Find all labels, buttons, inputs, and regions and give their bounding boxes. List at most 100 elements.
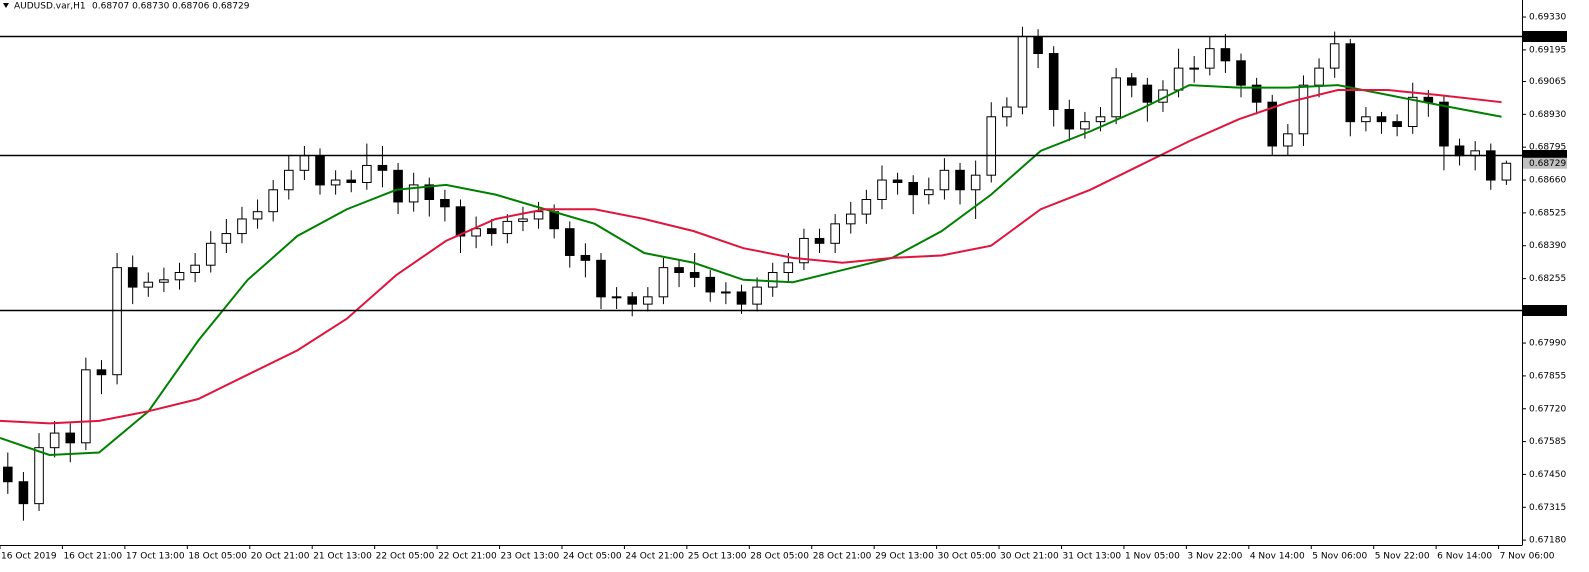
- candle-body: [159, 279, 169, 283]
- moving-average: [0, 89, 1502, 425]
- y-tick-label: 0.68525: [1529, 208, 1566, 218]
- candle-body: [1251, 84, 1262, 103]
- y-tick-label: 0.67990: [1529, 339, 1566, 349]
- candle-body: [518, 218, 528, 222]
- x-tick-label: 30 Oct 05:00: [938, 552, 997, 562]
- candle-body: [377, 164, 388, 171]
- x-tick-label: 23 Oct 13:00: [501, 552, 560, 562]
- x-tick-label: 30 Oct 21:00: [1000, 552, 1059, 562]
- candle-body: [502, 220, 513, 235]
- candle-body: [252, 211, 263, 220]
- x-tick-label: 17 Oct 13:00: [126, 552, 185, 562]
- x-tick-label: 18 Oct 05:00: [188, 552, 247, 562]
- price-label-box: [1523, 31, 1567, 42]
- price-label: 0.68761: [1529, 151, 1566, 161]
- candle-body: [611, 296, 622, 299]
- candle-body: [924, 189, 934, 196]
- candle-body: [408, 184, 419, 203]
- candle-body: [346, 179, 357, 183]
- y-tick-label: 0.67315: [1529, 503, 1566, 513]
- y-tick-label: 0.67855: [1529, 371, 1566, 381]
- candle-body: [174, 272, 185, 281]
- x-tick-label: 20 Oct 21:00: [251, 552, 310, 562]
- y-tick-label: 0.68660: [1529, 176, 1566, 186]
- candle-body: [643, 296, 653, 305]
- quote: 0.68707 0.68730 0.68706 0.68729: [92, 2, 250, 12]
- candle-body: [752, 286, 762, 305]
- y-tick-label: 0.68255: [1529, 274, 1566, 284]
- candle-body: [580, 254, 591, 261]
- candle-body: [1361, 116, 1371, 123]
- y-tick-label: 0.68390: [1529, 241, 1566, 251]
- y-tick-label: 0.68930: [1529, 110, 1566, 120]
- candle-body: [1392, 121, 1402, 128]
- candle-body: [283, 169, 294, 191]
- candle-body: [1329, 43, 1340, 69]
- candle-body: [112, 267, 122, 376]
- candle-body: [96, 369, 107, 376]
- candle-body: [315, 155, 325, 186]
- last-price-box: [1523, 157, 1567, 169]
- candle-body: [845, 213, 856, 225]
- candle-body: [970, 174, 981, 191]
- candle-body: [1298, 84, 1309, 135]
- moving-average: [0, 84, 1502, 456]
- x-tick-label: 22 Oct 21:00: [438, 552, 497, 562]
- candle-body: [705, 276, 716, 293]
- y-tick-label: 0.67585: [1529, 437, 1566, 447]
- x-tick-label: 24 Oct 05:00: [563, 552, 622, 562]
- candle-body: [3, 466, 13, 483]
- candle-body: [830, 223, 840, 244]
- candle-body: [362, 164, 372, 183]
- price-label-box: [1523, 305, 1567, 316]
- x-tick-label: 6 Nov 14:00: [1437, 552, 1492, 562]
- candle-body: [1111, 77, 1121, 118]
- candle-body: [1126, 77, 1137, 86]
- candle-body: [1454, 145, 1465, 157]
- candle-body: [1080, 121, 1090, 130]
- candle-body: [1064, 108, 1075, 130]
- candle-body: [330, 179, 341, 186]
- candle-body: [1314, 67, 1324, 86]
- candle-body: [49, 432, 60, 449]
- candle-body: [1376, 116, 1387, 123]
- candle-body: [237, 218, 247, 235]
- x-tick-label: 1 Nov 05:00: [1125, 552, 1180, 562]
- y-tick-label: 0.67720: [1529, 404, 1566, 414]
- candle-body: [455, 206, 466, 237]
- x-tick-label: 7 Nov 06:00: [1500, 552, 1555, 562]
- menu-arrow[interactable]: [3, 3, 9, 8]
- x-tick-label: 22 Oct 05:00: [376, 552, 435, 562]
- candle-body: [674, 267, 684, 274]
- candle-body: [939, 169, 950, 191]
- candle-body: [533, 211, 544, 220]
- candle-body: [299, 155, 310, 171]
- candle-body: [221, 233, 232, 244]
- x-tick-label: 29 Oct 13:00: [875, 552, 934, 562]
- last-price-label: 0.68729: [1529, 159, 1566, 169]
- candle-body: [1345, 43, 1356, 123]
- x-tick-label: 16 Oct 2019: [1, 552, 57, 562]
- candle-body: [486, 228, 497, 235]
- candle-body: [190, 264, 200, 274]
- candle-body: [564, 228, 575, 256]
- candle-body: [596, 259, 606, 298]
- candle-body: [424, 184, 435, 201]
- candle-body: [1439, 101, 1449, 147]
- candle-body: [393, 169, 403, 203]
- candle-body: [1205, 48, 1215, 69]
- candle-body: [18, 481, 29, 505]
- candle-body: [1095, 116, 1106, 123]
- y-tick-label: 0.69195: [1529, 45, 1566, 55]
- candle-body: [689, 272, 700, 278]
- candle-body: [127, 267, 138, 288]
- symbol: AUDUSD.var,H1: [14, 2, 86, 12]
- candle-body: [955, 169, 965, 191]
- candle-body: [799, 237, 809, 264]
- candle-body: [440, 199, 450, 208]
- candle-body: [1407, 96, 1418, 128]
- x-tick-label: 5 Nov 22:00: [1375, 552, 1430, 562]
- candle-body: [767, 272, 778, 288]
- x-tick-label: 21 Oct 13:00: [313, 552, 372, 562]
